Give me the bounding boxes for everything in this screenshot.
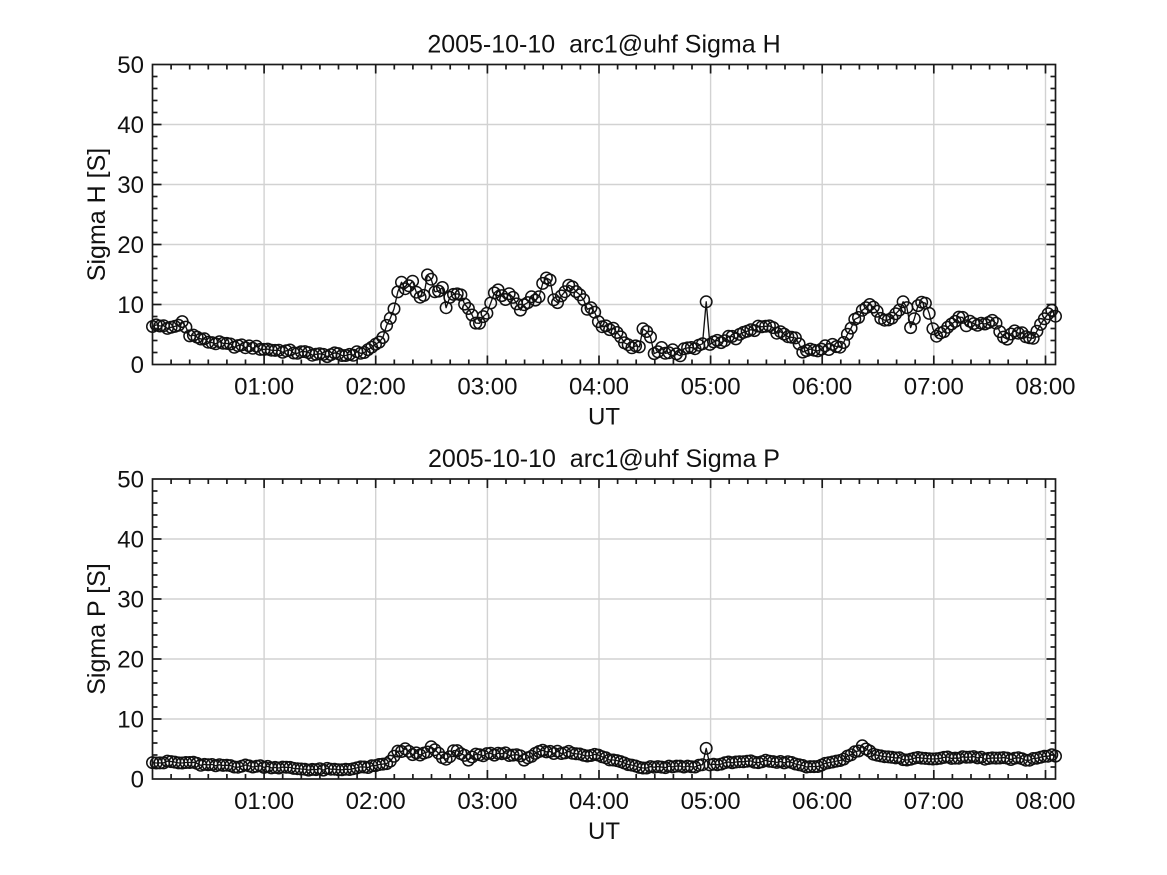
svg-text:03:00: 03:00	[457, 374, 517, 401]
svg-text:30: 30	[117, 172, 144, 199]
svg-text:04:00: 04:00	[569, 374, 629, 401]
svg-text:01:00: 01:00	[234, 788, 294, 815]
svg-text:50: 50	[117, 52, 144, 79]
svg-text:UT: UT	[588, 404, 620, 431]
svg-text:Sigma P [S]: Sigma P [S]	[83, 563, 111, 695]
svg-text:10: 10	[117, 707, 144, 734]
svg-text:03:00: 03:00	[457, 788, 517, 815]
svg-text:50: 50	[117, 467, 144, 494]
svg-text:08:00: 08:00	[1015, 788, 1075, 815]
svg-text:20: 20	[117, 647, 144, 674]
svg-text:06:00: 06:00	[792, 788, 852, 815]
svg-text:02:00: 02:00	[346, 788, 406, 815]
svg-text:04:00: 04:00	[569, 788, 629, 815]
svg-text:05:00: 05:00	[681, 788, 741, 815]
svg-text:10: 10	[117, 292, 144, 319]
svg-text:40: 40	[117, 527, 144, 554]
svg-text:07:00: 07:00	[904, 788, 964, 815]
svg-text:0: 0	[131, 767, 144, 794]
svg-text:08:00: 08:00	[1015, 374, 1075, 401]
svg-text:Sigma H [S]: Sigma H [S]	[83, 148, 111, 281]
svg-text:0: 0	[131, 352, 144, 379]
svg-text:40: 40	[117, 112, 144, 139]
svg-text:2005-10-10 arc1@uhf Sigma H: 2005-10-10 arc1@uhf Sigma H	[427, 31, 780, 59]
svg-text:30: 30	[117, 587, 144, 614]
svg-text:02:00: 02:00	[346, 374, 406, 401]
svg-text:05:00: 05:00	[681, 374, 741, 401]
svg-text:06:00: 06:00	[792, 374, 852, 401]
svg-text:07:00: 07:00	[904, 374, 964, 401]
svg-text:01:00: 01:00	[234, 374, 294, 401]
svg-text:2005-10-10 arc1@uhf Sigma P: 2005-10-10 arc1@uhf Sigma P	[428, 445, 780, 473]
svg-text:UT: UT	[588, 818, 620, 845]
svg-text:20: 20	[117, 232, 144, 259]
